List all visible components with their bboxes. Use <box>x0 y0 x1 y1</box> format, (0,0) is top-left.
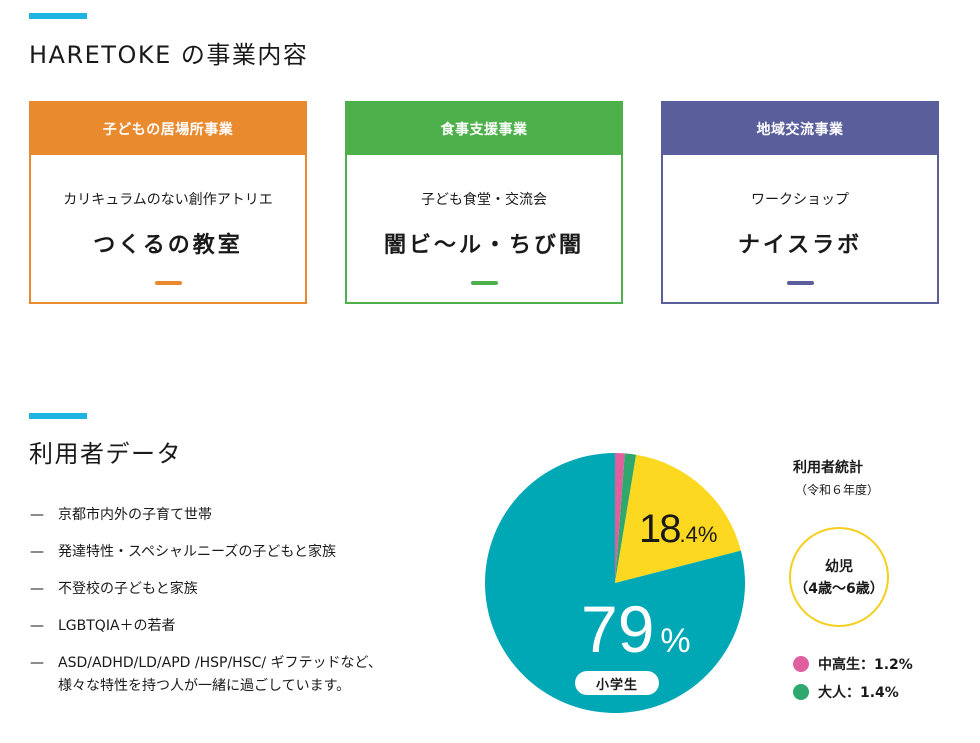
section-accent-bar <box>29 413 87 419</box>
stats-subtitle: （令和６年度） <box>795 483 880 497</box>
infant-label: 幼児 <box>825 559 853 575</box>
card-header: 食事支援事業 <box>347 103 621 155</box>
card-subtitle: カリキュラムのない創作アトリエ <box>63 192 273 208</box>
pie-slice <box>615 454 741 583</box>
card-dash-decoration <box>470 281 498 285</box>
user-pie-chart: 18.4% 79% 小学生 <box>485 453 745 713</box>
card-header: 子どもの居場所事業 <box>31 103 305 155</box>
card-dash-decoration <box>154 281 182 285</box>
legend-item-junior-high: 中高生：1.2% <box>793 654 913 674</box>
pie-slice <box>615 453 637 583</box>
list-item: — 京都市内外の子育て世帯 <box>30 504 382 527</box>
card-header: 地域交流事業 <box>663 103 937 155</box>
section-accent-bar <box>29 13 87 19</box>
dash-bullet: — <box>30 507 44 523</box>
infant-callout-circle: 幼児 （4歳〜6歳） <box>789 527 889 627</box>
list-item: — LGBTQIA＋の若者 <box>30 615 382 638</box>
card-meal-support[interactable]: 食事支援事業 子ども食堂・交流会 闇ビ〜ル・ちび闇 <box>345 101 623 304</box>
dash-bullet: — <box>30 655 44 671</box>
section-title-user-data: 利用者データ <box>29 440 182 468</box>
pie-slice <box>615 453 625 583</box>
card-program-name: ナイスラボ <box>737 233 863 258</box>
card-kids-place[interactable]: 子どもの居場所事業 カリキュラムのない創作アトリエ つくるの教室 <box>29 101 307 304</box>
infant-age-range: （4歳〜6歳） <box>794 581 884 597</box>
legend-dot-icon <box>793 684 809 700</box>
card-subtitle: ワークショップ <box>751 192 849 208</box>
card-program-name: 闇ビ〜ル・ちび闇 <box>383 233 584 258</box>
list-item: — ASD/ADHD/LD/APD /HSP/HSC/ ギフテッドなど、 様々な特… <box>30 652 382 698</box>
pie-chart-svg <box>485 453 745 713</box>
card-dash-decoration <box>786 281 814 285</box>
list-item: — 発達特性・スペシャルニーズの子どもと家族 <box>30 541 382 564</box>
card-community-exchange[interactable]: 地域交流事業 ワークショップ ナイスラボ <box>661 101 939 304</box>
stats-title: 利用者統計 <box>793 460 863 476</box>
legend-dot-icon <box>793 656 809 672</box>
pie-label-elementary: 79% <box>581 592 691 666</box>
legend-item-adult: 大人：1.4% <box>793 682 913 702</box>
card-subtitle: 子ども食堂・交流会 <box>421 192 547 208</box>
dash-bullet: — <box>30 544 44 560</box>
pie-label-infant: 18.4% <box>639 507 718 551</box>
dash-bullet: — <box>30 618 44 634</box>
section-title-business: HARETOKE の事業内容 <box>29 41 309 69</box>
card-program-name: つくるの教室 <box>93 233 243 258</box>
dash-bullet: — <box>30 581 44 597</box>
list-item: — 不登校の子どもと家族 <box>30 578 382 601</box>
pie-slice <box>485 453 745 713</box>
pie-pill-elementary: 小学生 <box>575 671 659 695</box>
target-users-list: — 京都市内外の子育て世帯 — 発達特性・スペシャルニーズの子どもと家族 — 不登校の… <box>30 504 382 712</box>
pie-legend: 中高生：1.2% 大人：1.4% <box>793 654 913 710</box>
